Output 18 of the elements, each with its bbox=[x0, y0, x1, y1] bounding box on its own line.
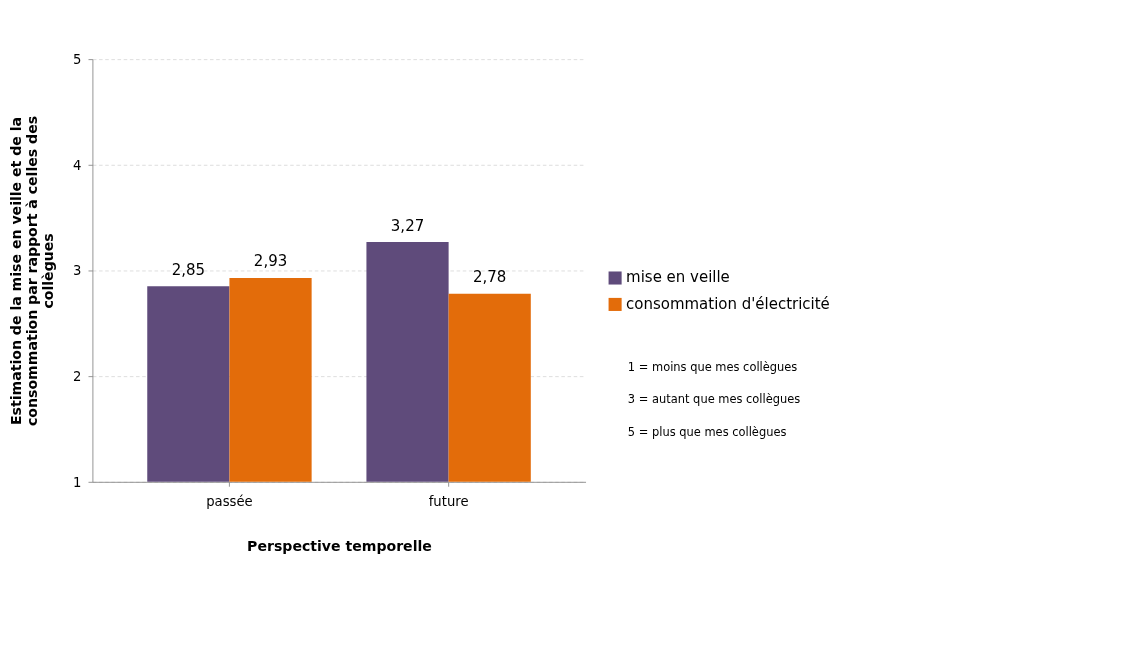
y-tick-label: 3 bbox=[73, 263, 82, 279]
text: 3 = autant que mes collègues bbox=[627, 392, 801, 407]
y-tick-label: 2 bbox=[73, 369, 82, 385]
y-tick-label: 4 bbox=[73, 157, 82, 173]
data-label: 3,27 bbox=[390, 216, 425, 235]
text: 1 = moins que mes collègues bbox=[627, 359, 798, 374]
legend-label: consommation d'électricité bbox=[626, 294, 830, 313]
legend-label: mise en veille bbox=[626, 268, 730, 287]
y-tick-label: 5 bbox=[73, 52, 82, 68]
data-label: 2,85 bbox=[171, 260, 206, 279]
y-tick-label: 1 bbox=[73, 474, 82, 490]
x-tick-label: future bbox=[428, 494, 469, 510]
text: 5 = plus que mes collègues bbox=[627, 425, 787, 440]
data-label: 2,93 bbox=[253, 252, 288, 271]
x-axis-title: Perspective temporelle bbox=[247, 537, 432, 554]
data-label: 2,78 bbox=[473, 268, 507, 287]
y-axis-title: Estimation de la mise en veille et de la consommation par rapport à celles des collègues bbox=[8, 115, 56, 427]
x-tick-label: passée bbox=[206, 494, 253, 510]
